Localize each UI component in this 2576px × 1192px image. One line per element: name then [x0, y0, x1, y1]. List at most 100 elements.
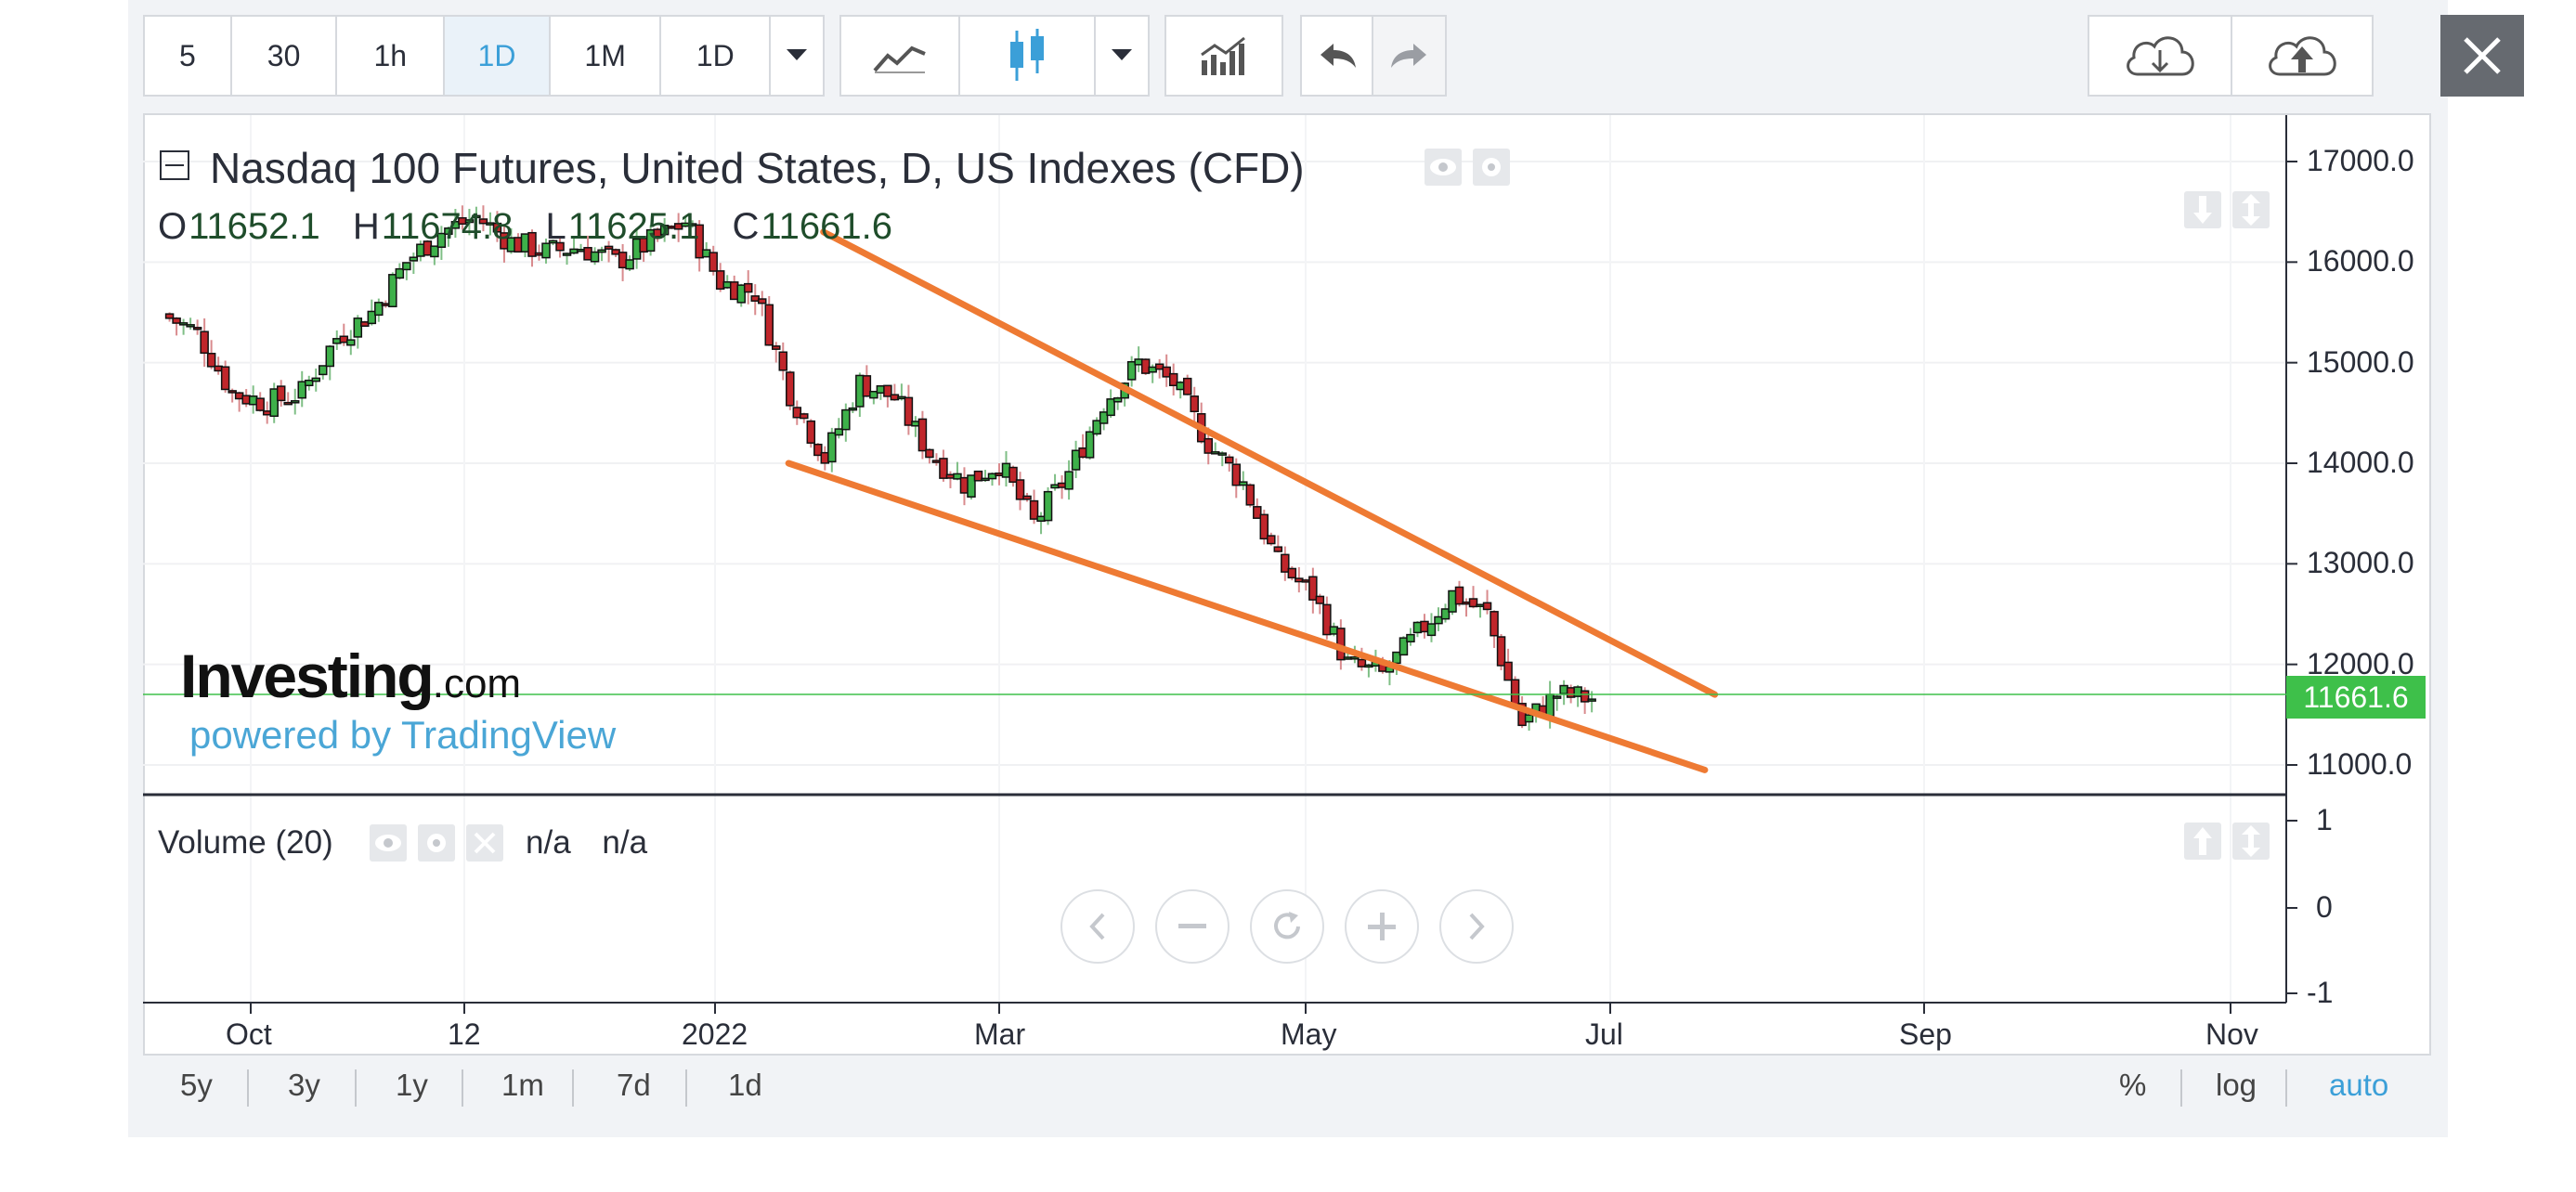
range-5y-button[interactable]: 5y — [180, 1068, 213, 1102]
line-chart-button[interactable] — [841, 17, 960, 95]
volume-visibility-button[interactable] — [370, 824, 407, 862]
candle-body-109 — [925, 448, 934, 459]
candle-body-161 — [1287, 567, 1297, 579]
move-down-button[interactable] — [2184, 191, 2221, 228]
trendlines[interactable] — [785, 228, 1719, 773]
candle-body-166 — [1322, 603, 1332, 636]
range-separator — [685, 1069, 687, 1107]
grid — [143, 115, 2286, 1003]
candle-body-1 — [172, 317, 181, 324]
candle-body-52 — [527, 231, 537, 257]
zoom-out-button[interactable] — [1155, 889, 1229, 964]
volume-remove-button[interactable] — [466, 824, 503, 862]
arrow-up-icon — [2193, 827, 2212, 855]
candle-body-97 — [841, 408, 851, 431]
range-separator — [355, 1069, 357, 1107]
price-label-4: 13000.0 — [2307, 546, 2414, 580]
collapse-legend-button[interactable] — [160, 150, 189, 180]
logo-suffix: .com — [432, 661, 522, 706]
interval-1d-button[interactable]: 1D — [445, 17, 551, 95]
candle-body-30 — [374, 302, 384, 317]
redo-button[interactable] — [1373, 17, 1445, 95]
range-1y-button[interactable]: 1y — [396, 1068, 428, 1102]
trendline-1[interactable] — [785, 460, 1709, 773]
candle-body-89 — [786, 371, 795, 407]
range-1d-button[interactable]: 1d — [728, 1068, 762, 1102]
eye-icon — [1430, 159, 1456, 175]
logo-text: Investing — [180, 641, 435, 710]
candle-body-115 — [967, 474, 976, 498]
candle-body-170 — [1350, 656, 1360, 660]
reset-button[interactable] — [1250, 889, 1324, 964]
candle-body-95 — [827, 432, 837, 463]
scale-separator — [2285, 1069, 2287, 1107]
time-label-0: Oct — [226, 1017, 272, 1051]
gear-icon — [1482, 158, 1501, 176]
candle-body-47 — [492, 222, 502, 233]
interval-dropdown-button[interactable] — [771, 17, 823, 95]
scroll-right-button[interactable] — [1439, 889, 1514, 964]
candle-body-15 — [269, 388, 279, 418]
time-label-6: Sep — [1899, 1017, 1952, 1051]
interval-1h-button[interactable]: 1h — [337, 17, 446, 95]
interval-30-button[interactable]: 30 — [231, 17, 338, 95]
candle-body-27 — [353, 317, 363, 338]
candle-body-134 — [1099, 411, 1109, 424]
settings-button[interactable] — [1473, 149, 1510, 186]
indicators-button[interactable] — [1166, 17, 1281, 95]
candle-body-183 — [1440, 608, 1451, 620]
candlestick-chart-button[interactable] — [960, 17, 1096, 95]
candle-body-160 — [1281, 553, 1290, 573]
scale-log-button[interactable]: log — [2216, 1068, 2257, 1102]
powered-by-link[interactable]: powered by TradingView — [189, 713, 617, 757]
close-label: C — [732, 206, 760, 247]
candle-body-154 — [1239, 481, 1248, 486]
candle-body-116 — [973, 470, 983, 482]
scale-auto-button[interactable]: auto — [2329, 1068, 2389, 1102]
candle-body-18 — [290, 400, 300, 404]
volume-settings-button[interactable] — [418, 824, 455, 862]
candle-body-2 — [178, 322, 189, 326]
interval-5-button[interactable]: 5 — [145, 17, 232, 95]
interval-custom-button[interactable]: 1D — [661, 17, 772, 95]
load-chart-button[interactable] — [2089, 17, 2232, 95]
refresh-icon — [1274, 912, 1300, 939]
candle-body-151 — [1217, 452, 1228, 456]
scroll-left-button[interactable] — [1060, 889, 1135, 964]
candle-body-111 — [939, 458, 948, 479]
volume-value-1: n/a — [526, 824, 571, 861]
zoom-in-button[interactable] — [1345, 889, 1419, 964]
candle-body-103 — [883, 384, 892, 397]
range-3y-button[interactable]: 3y — [288, 1068, 320, 1102]
candle-body-56 — [555, 241, 565, 252]
volume-resize-button[interactable] — [2232, 823, 2270, 860]
candle-body-158 — [1267, 535, 1276, 545]
caret-down-icon — [787, 49, 808, 60]
volume-move-up-button[interactable] — [2184, 823, 2221, 860]
candle-body-57 — [562, 253, 572, 256]
candle-body-143 — [1162, 366, 1171, 378]
price-label-0: 17000.0 — [2307, 144, 2414, 177]
candle-body-69 — [645, 228, 656, 253]
candle-body-140 — [1140, 358, 1151, 374]
interval-1m-button[interactable]: 1M — [550, 17, 662, 95]
candle-body-16 — [276, 385, 286, 402]
resize-pane-button[interactable] — [2232, 191, 2270, 228]
candle-body-159 — [1273, 546, 1283, 552]
candle-body-190 — [1490, 611, 1499, 637]
scale-percent-button[interactable]: % — [2119, 1068, 2147, 1102]
arrows-vertical-icon — [2242, 825, 2260, 857]
chart-type-dropdown-button[interactable] — [1096, 17, 1148, 95]
range-7d-button[interactable]: 7d — [617, 1068, 651, 1102]
close-button[interactable] — [2440, 15, 2524, 97]
trendline-0[interactable] — [820, 228, 1719, 698]
range-1m-button[interactable]: 1m — [501, 1068, 544, 1102]
save-chart-button[interactable] — [2232, 17, 2372, 95]
candle-body-63 — [604, 245, 614, 250]
candle-body-113 — [953, 473, 962, 480]
undo-button[interactable] — [1302, 17, 1374, 95]
candle-body-86 — [764, 304, 774, 346]
visibility-button[interactable] — [1425, 149, 1462, 186]
time-label-3: Mar — [974, 1017, 1026, 1051]
time-label-4: May — [1281, 1017, 1337, 1051]
